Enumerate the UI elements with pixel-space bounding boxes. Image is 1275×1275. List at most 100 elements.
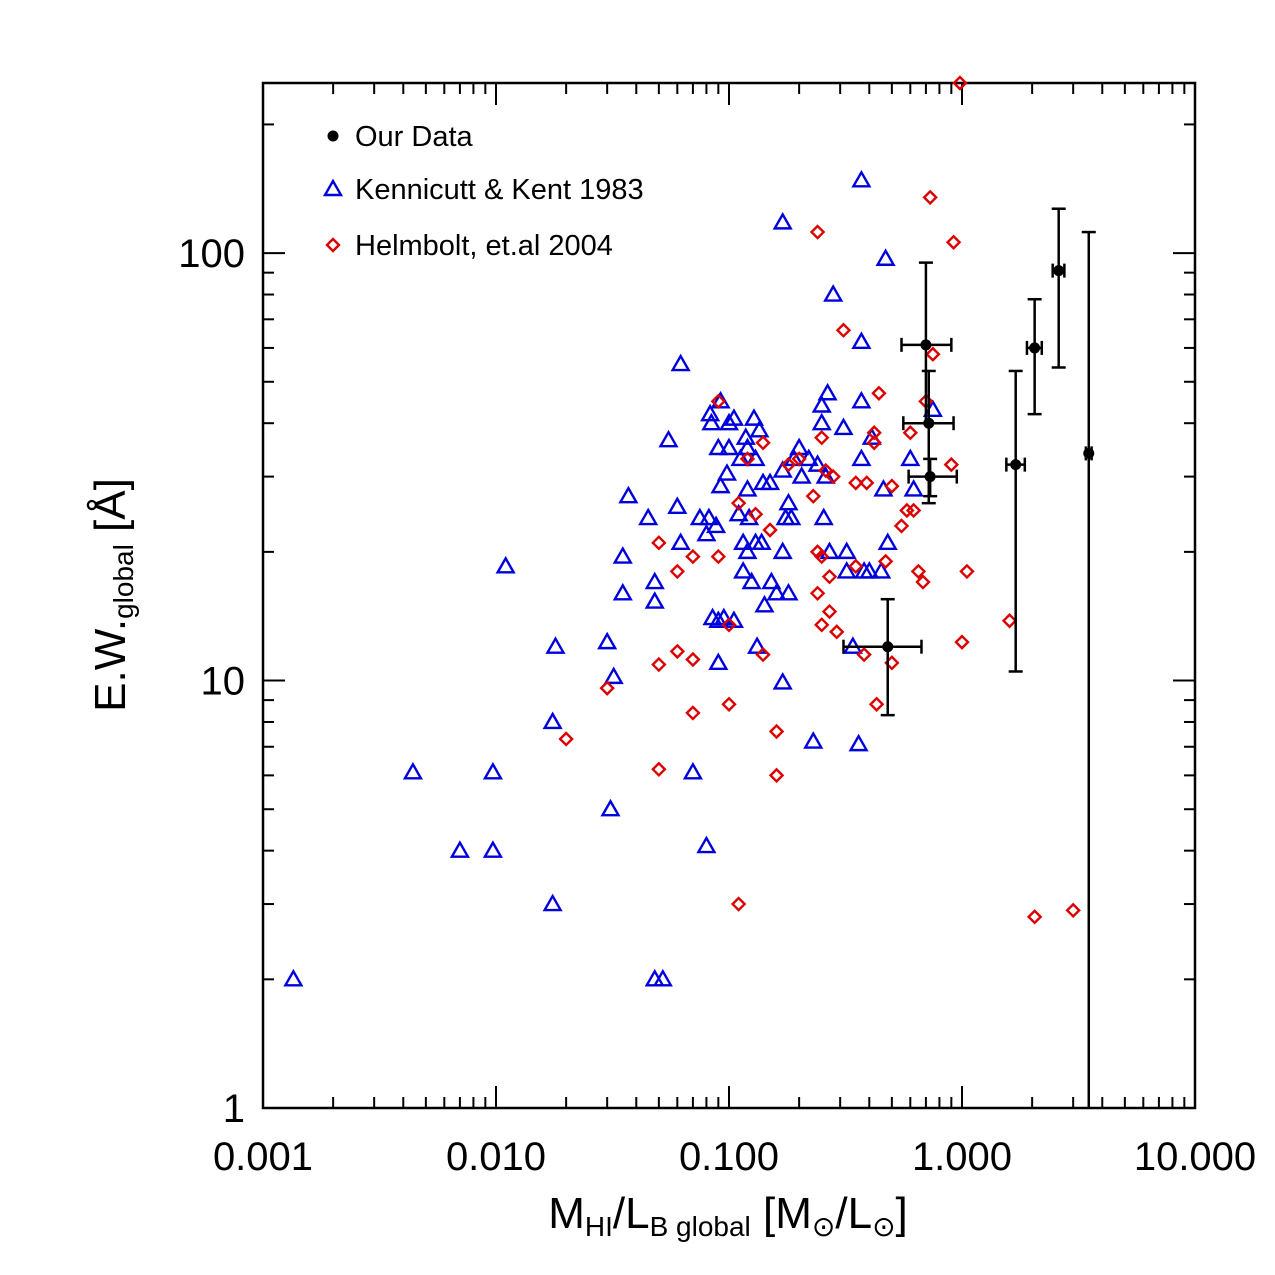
helmbolt-point — [730, 495, 747, 511]
helmbolt-point — [651, 535, 667, 551]
helmbolt-point — [1001, 613, 1018, 629]
helmbolt-point — [791, 451, 807, 467]
helmbolt-point — [829, 624, 845, 640]
helmbolt-point — [730, 896, 747, 912]
helmbolt-point — [905, 502, 922, 519]
kennicutt-point — [730, 448, 751, 467]
helmbolt-point — [835, 322, 852, 338]
helmbolt-point — [954, 634, 970, 650]
helmbolt-point — [825, 468, 841, 485]
kennicutt-point — [859, 561, 880, 579]
our-data-point — [1029, 342, 1041, 354]
our-data-point-group — [1051, 207, 1066, 369]
kennicutt-point — [875, 248, 896, 266]
kennicutt-point — [836, 541, 857, 560]
legend-label: Helmbolt, et.al 2004 — [355, 230, 613, 262]
helmbolt-point — [814, 548, 830, 565]
helmbolt-point — [922, 189, 938, 206]
kennicutt-point — [761, 571, 782, 590]
kennicutt-point — [597, 631, 618, 650]
helmbolt-point — [915, 574, 931, 590]
helmbolt-point — [809, 585, 826, 601]
kennicutt-point — [781, 507, 802, 526]
helmbolt-point — [685, 651, 701, 668]
kennicutt-point — [705, 515, 727, 534]
kennicutt-point — [696, 523, 717, 542]
kennicutt-point — [718, 437, 740, 456]
kennicutt-point — [833, 417, 854, 436]
kennicutt-point — [759, 472, 781, 491]
kennicutt-point — [877, 532, 898, 551]
helmbolt-point — [1065, 902, 1081, 919]
kennicutt-point — [747, 636, 768, 654]
legend-marker-our-data — [327, 130, 339, 142]
kennicutt-point — [819, 541, 840, 560]
helmbolt-point — [814, 617, 830, 633]
legend: Our Data Kennicutt & Kent 1983 Helmbolt, e… — [322, 121, 644, 262]
helmbolt-point — [821, 568, 838, 585]
kennicutt-point — [749, 419, 770, 438]
kennicutt-point — [700, 403, 721, 422]
kennicutt-point — [670, 532, 691, 551]
helmbolt-point — [814, 429, 830, 446]
kennicutt-point — [851, 331, 872, 350]
helmbolt-point — [884, 478, 900, 494]
kennicutt-point — [813, 507, 834, 526]
kennicutt-point — [851, 390, 872, 409]
kennicutt-point — [778, 582, 799, 601]
helmbolt-point — [685, 705, 701, 721]
kennicutt-point — [728, 503, 749, 522]
helmbolt-point — [762, 522, 778, 538]
our-data-point — [923, 417, 935, 429]
kennicutt-point — [402, 761, 423, 780]
legend-label: Kennicutt & Kent 1983 — [355, 174, 644, 206]
y-tick-labels: 1 10 100 — [178, 232, 245, 1131]
kennicutt-point — [701, 412, 722, 431]
kennicutt-point — [698, 507, 719, 526]
our-data-point-group — [1025, 297, 1044, 416]
kennicutt-point — [772, 211, 793, 230]
helmbolt-point — [780, 456, 797, 473]
axis-ticks — [262, 83, 1195, 1109]
helmbolt-point — [821, 603, 838, 620]
legend-label: Our Data — [355, 121, 474, 153]
x-tick-label: 0.100 — [679, 1135, 779, 1179]
kennicutt-point — [708, 652, 729, 671]
y-axis-title: E.W.global [Å] — [86, 478, 139, 712]
kennicutt-point — [449, 840, 470, 858]
kennicutt-point — [612, 546, 633, 564]
kennicutt-point — [836, 561, 857, 579]
helmbolt-point — [945, 234, 962, 250]
kennicutt-point — [791, 466, 812, 484]
our-data-point — [924, 471, 936, 483]
kennicutt-point — [716, 463, 738, 481]
kennicutt-point — [871, 561, 892, 579]
helmbolt-point — [669, 643, 686, 660]
helmbolt-point — [805, 488, 821, 504]
kennicutt-point — [811, 395, 832, 413]
kennicutt-point — [811, 412, 832, 431]
helmbolt-point — [943, 456, 960, 473]
our-data-point — [920, 339, 932, 351]
helmbolt-point — [747, 506, 764, 522]
kennicutt-point — [751, 532, 772, 551]
x-tick-label: 1.000 — [912, 1135, 1012, 1179]
kennicutt-point — [482, 840, 503, 858]
our-data-point — [882, 641, 894, 653]
x-tick-label: 0.001 — [213, 1135, 313, 1179]
kennicutt-point — [638, 507, 659, 526]
kennicutt-point — [612, 582, 633, 601]
helmbolt-point — [755, 435, 771, 451]
our-data-point — [1010, 459, 1022, 471]
kennicutt-point — [766, 582, 787, 601]
kennicutt-point — [848, 733, 869, 752]
helmbolt-point — [755, 646, 771, 663]
data-points — [283, 75, 1096, 1108]
kennicutt-point — [803, 731, 824, 749]
kennicutt-point — [644, 591, 665, 609]
helmbolt-point — [721, 617, 737, 633]
helmbolt-point — [856, 646, 872, 663]
our-data-point-group — [907, 457, 959, 498]
